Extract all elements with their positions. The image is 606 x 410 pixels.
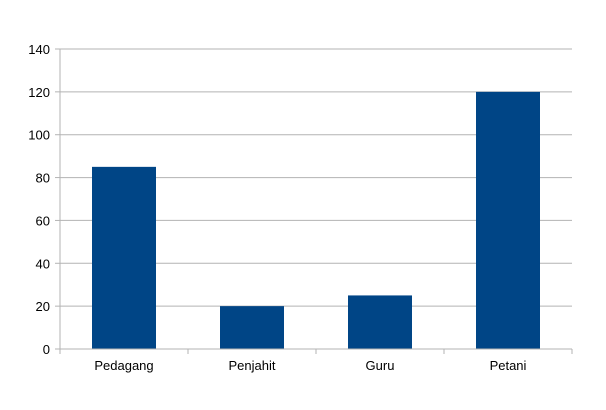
y-tick-label: 140 bbox=[28, 42, 50, 57]
x-tick-label: Petani bbox=[490, 358, 527, 373]
x-tick-label: Guru bbox=[366, 358, 395, 373]
y-tick-label: 100 bbox=[28, 128, 50, 143]
bar-petani bbox=[476, 91, 540, 349]
y-tick-label: 80 bbox=[36, 171, 50, 186]
x-tick-label: Pedagang bbox=[94, 358, 153, 373]
y-axis-tick-labels: 0 20 40 60 80 100 120 140 bbox=[28, 42, 50, 357]
x-axis-tick-labels: Pedagang Penjahit Guru Petani bbox=[94, 358, 526, 373]
y-tick-label: 0 bbox=[43, 342, 50, 357]
axes bbox=[55, 48, 573, 354]
bar-guru bbox=[348, 295, 412, 349]
y-tick-label: 40 bbox=[36, 256, 50, 271]
x-tick-label: Penjahit bbox=[229, 358, 276, 373]
bar-pedagang bbox=[92, 166, 156, 349]
y-tick-label: 60 bbox=[36, 213, 50, 228]
bar-penjahit bbox=[220, 306, 284, 349]
y-tick-label: 20 bbox=[36, 299, 50, 314]
y-tick-label: 120 bbox=[28, 85, 50, 100]
bars bbox=[92, 91, 540, 349]
